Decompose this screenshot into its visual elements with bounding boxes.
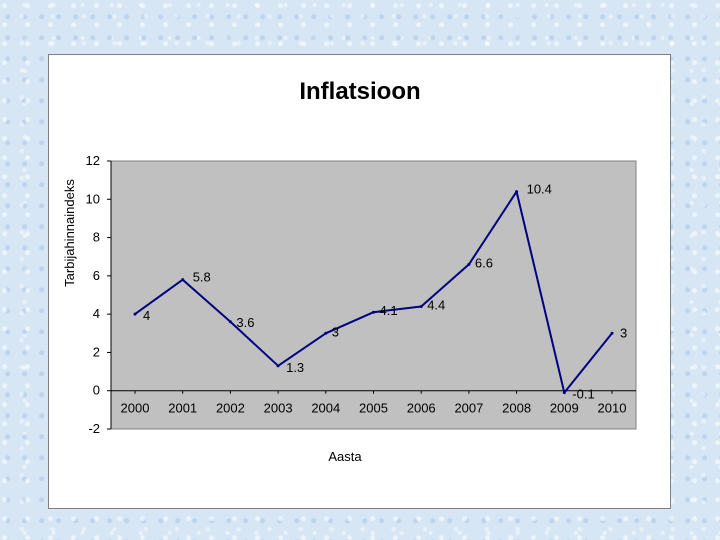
y-tick-label: 12	[86, 153, 100, 168]
x-tick-label: 2000	[121, 401, 150, 416]
x-tick-label: 2005	[359, 401, 388, 416]
y-tick-label: 6	[93, 268, 100, 283]
data-point	[228, 320, 232, 324]
x-axis-ticks: 2000 2001 2002 2003 2004 2005 2006 2007 2008 2009…	[121, 390, 627, 416]
y-tick-label: 0	[93, 383, 100, 398]
data-point	[610, 331, 614, 335]
data-point	[133, 312, 137, 316]
y-tick-label: 4	[93, 306, 100, 321]
data-point	[181, 278, 185, 282]
chart-frame: Inflatsioon 12 10 8 6 4 2 0 -2 2000 2001 2002 2003…	[48, 54, 671, 509]
data-label: -0.1	[572, 387, 594, 402]
data-label: 10.4	[527, 182, 552, 197]
x-tick-label: 2004	[311, 401, 340, 416]
data-label: 6.6	[475, 255, 493, 270]
data-point	[467, 262, 471, 266]
x-tick-label: 2003	[264, 401, 293, 416]
data-point	[515, 190, 519, 194]
x-tick-label: 2010	[598, 401, 627, 416]
y-tick-label: -2	[88, 421, 100, 436]
data-point	[562, 391, 566, 395]
chart-svg: Inflatsioon 12 10 8 6 4 2 0 -2 2000 2001 2002 2003…	[62, 78, 637, 464]
x-tick-label: 2001	[168, 401, 197, 416]
data-label: 3.6	[236, 315, 254, 330]
data-label: 3	[620, 325, 627, 340]
x-tick-label: 2007	[454, 401, 483, 416]
data-label: 4	[143, 308, 150, 323]
data-label: 3	[332, 324, 339, 339]
y-tick-label: 10	[86, 191, 100, 206]
plot-area	[110, 160, 637, 430]
data-label: 4.1	[380, 303, 398, 318]
data-label: 1.3	[286, 360, 304, 375]
x-tick-label: 2002	[216, 401, 245, 416]
y-axis-ticks: 12 10 8 6 4 2 0 -2	[86, 153, 111, 436]
chart-title: Inflatsioon	[299, 78, 420, 105]
x-axis-label: Aasta	[328, 449, 362, 464]
x-tick-label: 2009	[550, 401, 579, 416]
x-tick-label: 2006	[407, 401, 436, 416]
data-point	[276, 364, 280, 368]
data-point	[419, 304, 423, 308]
data-label: 5.8	[193, 270, 211, 285]
data-point	[372, 310, 375, 314]
y-tick-label: 8	[93, 230, 100, 245]
y-axis-label: Tarbijahinnaindeks	[62, 179, 77, 287]
data-label: 4.4	[427, 297, 445, 312]
data-point	[324, 331, 328, 335]
data-labels: 4 5.8 3.6 1.3 3 4.1 4.4 6.6 10.4 -0.1 3	[133, 182, 627, 402]
y-tick-label: 2	[93, 344, 100, 359]
x-tick-label: 2008	[502, 401, 531, 416]
